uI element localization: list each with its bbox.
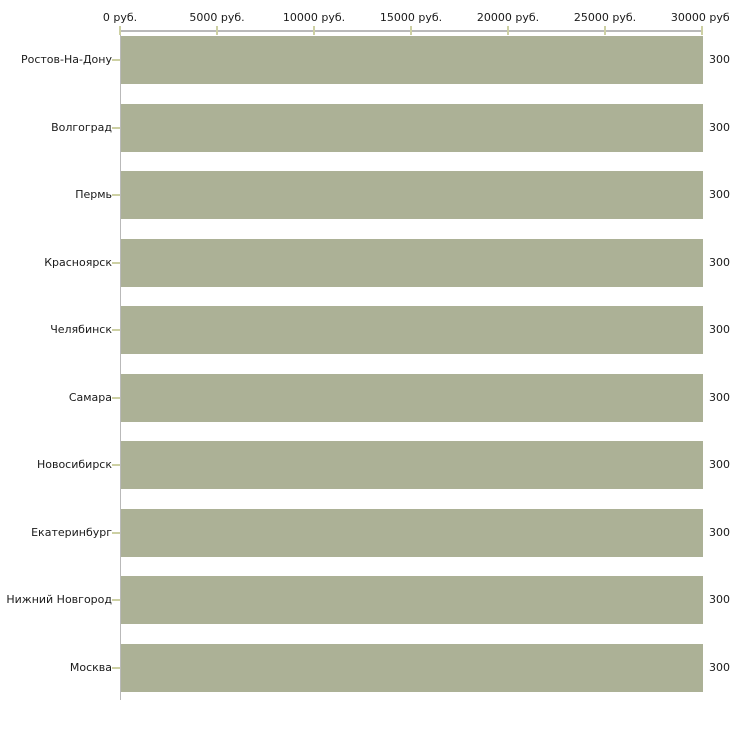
bar-value-label: 30000 руб. (709, 525, 730, 539)
bar (121, 238, 703, 287)
x-axis-tick-label: 30000 руб. (670, 11, 730, 24)
bar (121, 508, 703, 557)
bar-value-label: 30000 руб. (709, 188, 730, 201)
bar-value-label: 30000 руб. (709, 255, 730, 269)
bar-value-label: 30000 руб. (709, 53, 730, 66)
category-label: Нижний Новгород (6, 593, 112, 606)
y-axis-tick-mark (112, 261, 120, 264)
x-axis-tick-mark (507, 26, 509, 35)
bar (121, 171, 703, 219)
bar-value-label: 30000 руб. (709, 323, 730, 336)
x-axis-tick-label: 0 руб. (102, 11, 138, 24)
x-axis-tick-label: 10000 руб. (282, 11, 346, 24)
bar (121, 441, 703, 489)
category-label: Самара (68, 390, 112, 404)
x-axis-tick-label: 25000 руб. (573, 11, 637, 24)
x-axis-tick-mark (701, 26, 703, 35)
x-axis-tick-label: 15000 руб. (379, 11, 443, 24)
bar (121, 306, 703, 354)
bar-value-label: 30000 руб. (709, 593, 730, 606)
category-label: Волгоград (51, 120, 112, 134)
y-axis-tick-mark (112, 531, 120, 534)
category-label: Пермь (75, 188, 112, 201)
bar-value-label: 30000 руб. (709, 120, 730, 134)
bar (121, 643, 703, 692)
category-label: Красноярск (44, 255, 112, 269)
bar-value-label: 30000 руб. (709, 390, 730, 404)
category-label: Челябинск (50, 323, 112, 336)
y-axis-tick-mark (112, 666, 120, 669)
bar-value-label: 30000 руб. (709, 660, 730, 674)
y-axis-line (120, 31, 121, 700)
x-axis-tick-label: 5000 руб. (189, 11, 245, 24)
bar (121, 576, 703, 624)
bar (121, 103, 703, 152)
x-axis-tick-mark (119, 26, 121, 35)
y-axis-tick-mark (112, 396, 120, 399)
x-axis-tick-mark (216, 26, 218, 35)
y-axis-tick-mark (112, 599, 120, 601)
x-axis-tick-mark (313, 26, 315, 35)
y-axis-tick-mark (112, 464, 120, 466)
x-axis-tick-mark (410, 26, 412, 35)
y-axis-tick-mark (112, 329, 120, 331)
bar (121, 373, 703, 422)
y-axis-tick-mark (112, 59, 120, 61)
category-label: Москва (69, 660, 112, 674)
category-label: Екатеринбург (31, 525, 112, 539)
category-label: Ростов-На-Дону (20, 53, 112, 66)
x-axis-tick-label: 20000 руб. (476, 11, 540, 24)
y-axis-tick-mark (112, 194, 120, 196)
category-label: Новосибирск (36, 458, 112, 471)
bar-value-label: 30000 руб. (709, 458, 730, 471)
bar (121, 36, 703, 84)
x-axis-tick-mark (604, 26, 606, 35)
y-axis-tick-mark (112, 126, 120, 129)
